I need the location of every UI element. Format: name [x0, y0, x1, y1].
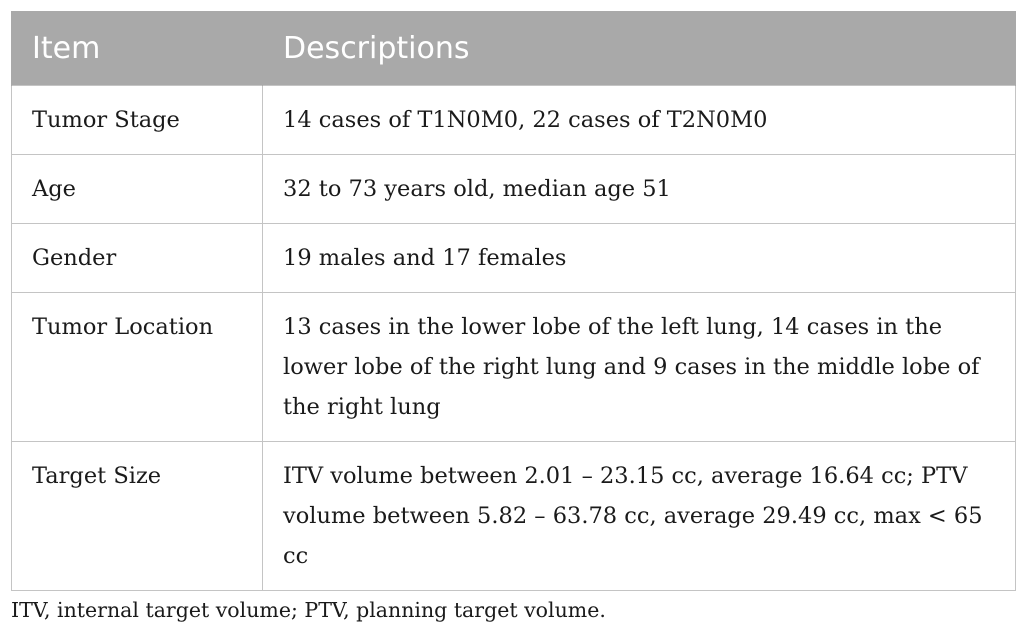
- row-description-target-size: ITV volume between 2.01 – 23.15 cc, aver…: [262, 441, 1016, 591]
- table-header-row: Item Descriptions: [11, 11, 1016, 86]
- header-descriptions: Descriptions: [262, 11, 1016, 86]
- patient-characteristics-table: Item Descriptions Tumor Stage 14 cases o…: [11, 11, 1016, 591]
- row-description-tumor-stage: 14 cases of T1N0M0, 22 cases of T2N0M0: [262, 85, 1016, 155]
- row-item-tumor-location: Tumor Location: [11, 292, 263, 442]
- table-footnote: ITV, internal target volume; PTV, planni…: [11, 598, 606, 622]
- table-row: Tumor Stage 14 cases of T1N0M0, 22 cases…: [11, 85, 1016, 155]
- table-row: Gender 19 males and 17 females: [11, 223, 1016, 293]
- table-row: Target Size ITV volume between 2.01 – 23…: [11, 441, 1016, 591]
- patient-characteristics-table-container: Item Descriptions Tumor Stage 14 cases o…: [11, 11, 1016, 591]
- row-item-age: Age: [11, 154, 263, 224]
- row-description-gender: 19 males and 17 females: [262, 223, 1016, 293]
- row-item-tumor-stage: Tumor Stage: [11, 85, 263, 155]
- table-row: Tumor Location 13 cases in the lower lob…: [11, 292, 1016, 442]
- row-item-target-size: Target Size: [11, 441, 263, 591]
- row-description-tumor-location: 13 cases in the lower lobe of the left l…: [262, 292, 1016, 442]
- row-item-gender: Gender: [11, 223, 263, 293]
- row-description-age: 32 to 73 years old, median age 51: [262, 154, 1016, 224]
- table-row: Age 32 to 73 years old, median age 51: [11, 154, 1016, 224]
- header-item: Item: [11, 11, 263, 86]
